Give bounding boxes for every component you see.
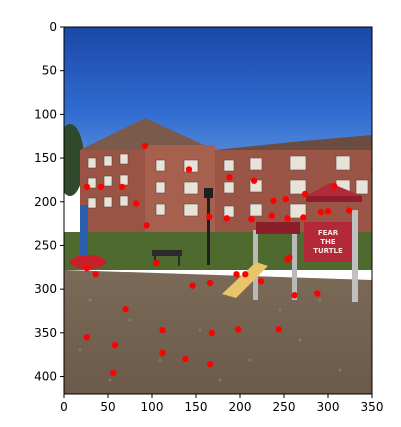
lamp-post: [207, 195, 210, 265]
keypoint-marker: [83, 183, 91, 191]
keypoint-marker: [270, 197, 277, 205]
y-tick-label: 50: [42, 64, 57, 78]
yellow-slide: [222, 262, 268, 298]
keypoint-marker: [223, 215, 230, 222]
keypoint-marker: [286, 254, 293, 261]
keypoint-marker: [242, 271, 249, 278]
keypoint-marker: [83, 334, 91, 341]
keypoint-marker: [284, 215, 291, 222]
keypoint-marker: [330, 182, 338, 190]
x-tick-label: 50: [100, 400, 115, 414]
keypoint-marker: [248, 216, 255, 223]
keypoint-markers: [83, 142, 372, 377]
keypoint-marker: [111, 341, 119, 349]
sign-line-1: FEAR: [318, 229, 339, 237]
axes-frame: [63, 26, 373, 395]
keypoint-marker: [268, 212, 275, 219]
keypoint-marker: [132, 200, 140, 207]
keypoint-marker: [206, 279, 214, 287]
sign-line-3: TURTLE: [313, 247, 343, 255]
keypoint-marker: [324, 208, 332, 215]
keypoint-marker: [301, 190, 309, 198]
photo: FEAR THE TURTLE: [64, 27, 372, 394]
keypoint-marker: [226, 174, 233, 181]
keypoint-marker: [250, 177, 258, 184]
x-tick-label: 100: [141, 400, 164, 414]
keypoint-marker: [92, 271, 99, 278]
bench: [152, 250, 182, 256]
keypoint-marker: [233, 271, 240, 278]
x-axis: 0 50 100 150 200 250 300 350: [60, 394, 383, 414]
blue-slide: [80, 205, 88, 260]
y-tick-label: 200: [34, 195, 57, 209]
play-structure-roof: [256, 222, 300, 234]
keypoint-marker: [159, 349, 166, 357]
red-spring-toy: [70, 255, 106, 269]
y-tick-label: 250: [34, 238, 57, 252]
keypoint-marker: [122, 306, 129, 313]
keypoint-marker: [291, 292, 298, 299]
keypoint-marker: [189, 282, 196, 289]
keypoint-marker: [257, 278, 265, 285]
y-tick-label: 400: [34, 370, 57, 384]
x-tick-label: 250: [273, 400, 296, 414]
keypoint-marker: [153, 259, 160, 267]
x-tick-label: 200: [229, 400, 252, 414]
keypoint-marker: [141, 142, 149, 150]
keypoint-marker: [83, 264, 91, 272]
y-tick-label: 100: [34, 107, 57, 121]
keypoint-marker: [314, 290, 321, 297]
x-tick-label: 350: [361, 400, 384, 414]
y-tick-label: 150: [34, 151, 57, 165]
keypoint-marker: [317, 209, 325, 216]
keypoint-marker: [182, 355, 189, 363]
keypoint-marker: [110, 369, 117, 377]
keypoint-marker: [208, 329, 216, 337]
keypoint-marker: [300, 214, 307, 221]
x-tick-label: 0: [60, 400, 68, 414]
keypoint-marker: [143, 222, 150, 229]
y-axis: 0 50 100 150 200 250 300 350 400: [34, 20, 64, 384]
red-canopy: [306, 183, 362, 196]
keypoint-marker: [282, 195, 289, 203]
mulch-texture: [78, 298, 342, 382]
keypoint-marker: [275, 326, 282, 333]
x-tick-label: 300: [317, 400, 340, 414]
keypoint-marker: [97, 183, 105, 191]
keypoint-marker: [118, 183, 126, 191]
mulch-ground: [64, 270, 372, 394]
tree-left: [64, 124, 84, 196]
keypoint-marker: [206, 213, 213, 220]
windows: [87, 153, 369, 219]
y-tick-label: 0: [49, 20, 57, 34]
keypoint-marker: [159, 327, 166, 334]
keypoint-marker: [235, 326, 242, 333]
keypoint-marker: [345, 207, 353, 214]
keypoint-marker: [206, 361, 214, 368]
y-tick-label: 300: [34, 282, 57, 296]
turtle-sign: [304, 222, 352, 262]
x-tick-label: 150: [185, 400, 208, 414]
keypoint-marker: [185, 166, 193, 173]
y-tick-label: 350: [34, 326, 57, 340]
sign-line-2: THE: [320, 238, 336, 246]
